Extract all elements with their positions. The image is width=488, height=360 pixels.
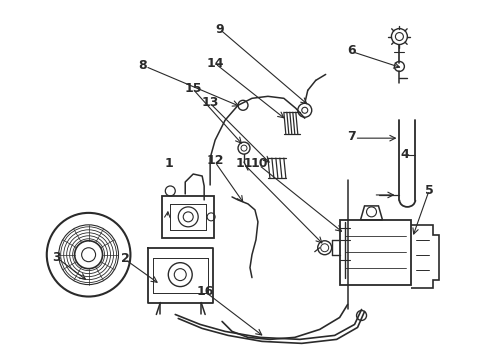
Text: 13: 13 — [202, 96, 219, 109]
Text: 11: 11 — [235, 157, 253, 170]
Text: 10: 10 — [250, 157, 267, 170]
Text: 5: 5 — [425, 184, 433, 197]
Text: 2: 2 — [121, 252, 129, 265]
Text: 16: 16 — [197, 285, 214, 298]
Text: 4: 4 — [400, 148, 409, 161]
Bar — [162, 196, 214, 238]
Text: 8: 8 — [138, 59, 146, 72]
Text: 14: 14 — [206, 57, 224, 70]
Text: 9: 9 — [215, 23, 224, 36]
Text: 3: 3 — [53, 251, 61, 264]
Text: 12: 12 — [206, 154, 224, 167]
Text: 7: 7 — [346, 130, 355, 144]
Bar — [339, 220, 410, 285]
Text: 15: 15 — [184, 82, 202, 95]
Text: 1: 1 — [164, 157, 173, 170]
Text: 6: 6 — [346, 44, 355, 57]
